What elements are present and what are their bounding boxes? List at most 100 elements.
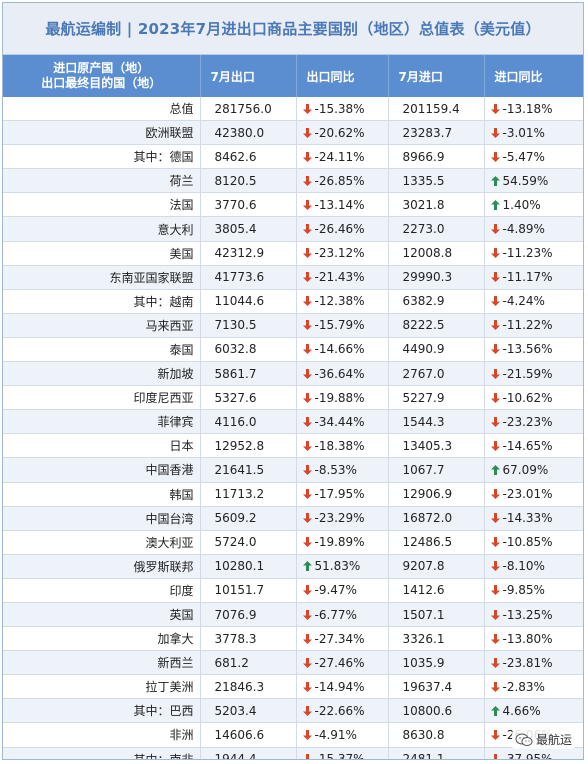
change-value: -8.53% [314,462,357,477]
import-cell: 3021.8 [388,192,485,218]
export-cell: 12952.8 [200,433,297,459]
import-yoy-cell: -13.25% [484,602,583,628]
table-row: 欧洲联盟 42380.0 -20.62% 23283.7 -3.01% [3,120,583,146]
change-value: -3.01% [502,125,545,140]
import-cell: 6382.9 [388,289,485,314]
export-cell: 41773.6 [200,265,297,290]
arrow-down-icon [302,729,312,740]
country-cell: 日本 [3,433,201,459]
export-yoy-cell: -27.34% [296,626,389,652]
table-row: 中国台湾 5609.2 -23.29% 16872.0 -14.33% [3,506,583,531]
export-yoy-cell: -18.38% [296,433,389,459]
arrow-down-icon [490,681,500,692]
arrow-down-icon [490,224,500,235]
country-cell: 其中：南非 [3,747,201,759]
import-cell: 1067.7 [388,457,485,483]
arrow-down-icon [302,416,312,427]
export-cell: 10151.7 [200,578,297,603]
export-cell: 10280.1 [200,554,297,579]
import-yoy-cell: -14.65% [484,433,583,459]
export-cell: 7076.9 [200,602,297,628]
import-yoy-cell: -10.62% [484,385,583,411]
arrow-down-icon [490,489,500,500]
import-yoy-cell: -5.47% [484,144,583,170]
change-value: -27.34% [314,631,365,646]
table-row: 总值 281756.0 -15.38% 201159.4 -13.18% [3,97,583,122]
export-yoy-cell: -19.89% [296,530,389,555]
country-cell: 新西兰 [3,650,201,676]
change-value: -15.38% [314,101,365,116]
import-cell: 19637.4 [388,674,485,700]
change-value: -36.64% [314,366,365,381]
change-value: -18.38% [314,438,365,453]
export-cell: 3805.4 [200,216,297,242]
table-header-row: 进口原产国（地） 出口最终目的国（地） 7月出口 出口同比 7月进口 进口同比 [3,55,583,97]
change-value: 4.66% [502,703,541,718]
export-cell: 11713.2 [200,482,297,507]
import-yoy-cell: -4.89% [484,216,583,242]
export-cell: 21846.3 [200,674,297,700]
arrow-down-icon [302,633,312,644]
change-value: -21.59% [502,366,553,381]
arrow-down-icon [302,127,312,138]
export-yoy-cell: -8.53% [296,457,389,483]
table-row: 新西兰 681.2 -27.46% 1035.9 -23.81% [3,650,583,676]
export-cell: 42380.0 [200,120,297,146]
arrow-down-icon [490,561,500,572]
change-value: 1.40% [502,197,541,212]
change-value: -15.37% [314,752,365,760]
arrow-down-icon [302,392,312,403]
country-cell: 菲律宾 [3,409,201,435]
country-cell: 其中：越南 [3,289,201,314]
arrow-down-icon [302,248,312,259]
change-value: -13.80% [502,631,553,646]
import-cell: 12008.8 [388,241,485,266]
import-cell: 8630.8 [388,722,485,748]
import-cell: 5227.9 [388,385,485,411]
header-import-yoy: 进口同比 [484,55,583,97]
change-value: -11.22% [502,318,553,333]
export-cell: 3778.3 [200,626,297,652]
arrow-down-icon [490,609,500,620]
country-cell: 非洲 [3,722,201,748]
table-row: 意大利 3805.4 -26.46% 2273.0 -4.89% [3,216,583,242]
change-value: -9.47% [314,583,357,598]
arrow-down-icon [490,151,500,162]
arrow-down-icon [302,513,312,524]
country-cell: 新加坡 [3,361,201,387]
header-country-line1: 进口原产国（地） [53,61,150,75]
import-cell: 23283.7 [388,120,485,146]
arrow-down-icon [302,103,312,114]
arrow-down-icon [490,296,500,307]
table-row: 菲律宾 4116.0 -34.44% 1544.3 -23.23% [3,409,583,435]
country-cell: 法国 [3,192,201,218]
import-cell: 2767.0 [388,361,485,387]
country-cell: 欧洲联盟 [3,120,201,146]
import-cell: 3326.1 [388,626,485,652]
arrow-down-icon [302,368,312,379]
table-row: 法国 3770.6 -13.14% 3021.8 1.40% [3,192,583,218]
import-yoy-cell: -2.83% [484,674,583,700]
change-value: -19.88% [314,390,365,405]
watermark: 最航运 [511,730,575,749]
import-cell: 1412.6 [388,578,485,603]
import-yoy-cell: -13.80% [484,626,583,652]
table-row: 印度尼西亚 5327.6 -19.88% 5227.9 -10.62% [3,385,583,411]
change-value: -14.65% [502,438,553,453]
change-value: -14.94% [314,679,365,694]
table-row: 马来西亚 7130.5 -15.79% 8222.5 -11.22% [3,313,583,338]
change-value: -21.43% [314,270,365,285]
arrow-down-icon [302,440,312,451]
table-row: 印度 10151.7 -9.47% 1412.6 -9.85% [3,578,583,603]
change-value: -19.89% [314,535,365,550]
arrow-down-icon [490,392,500,403]
export-yoy-cell: -6.77% [296,602,389,628]
arrow-down-icon [303,754,312,759]
export-cell: 8462.6 [200,144,297,170]
change-value: -10.62% [502,390,553,405]
arrow-down-icon [302,344,312,355]
arrow-down-icon [490,537,500,548]
arrow-down-icon [302,609,312,620]
table-row: 加拿大 3778.3 -27.34% 3326.1 -13.80% [3,626,583,652]
change-value: -27.46% [314,655,365,670]
